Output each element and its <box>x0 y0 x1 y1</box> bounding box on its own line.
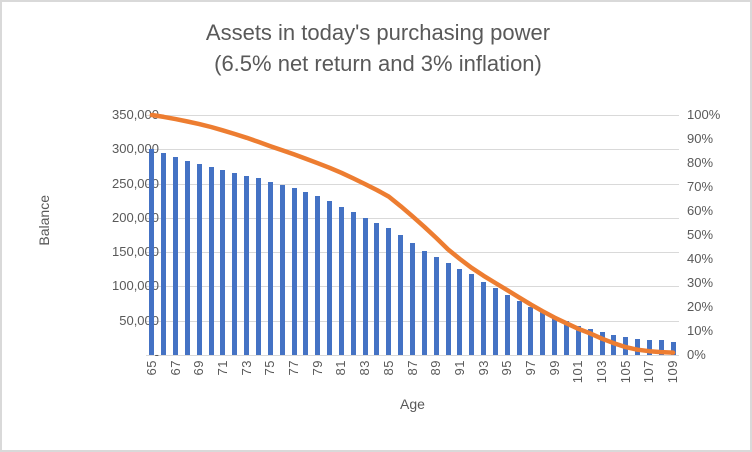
bar <box>256 178 262 355</box>
bar <box>149 149 155 355</box>
bar <box>315 196 321 355</box>
gridline <box>146 149 679 151</box>
x-axis-tick-label: 109 <box>665 360 681 384</box>
bar <box>327 200 333 355</box>
x-axis-tick-label: 83 <box>357 360 373 376</box>
right-axis-tick-label: 70% <box>687 179 714 194</box>
bar <box>469 274 475 355</box>
bar <box>196 163 202 355</box>
x-axis-tick-label: 65 <box>143 360 159 376</box>
bar <box>481 281 487 355</box>
bar <box>220 169 226 355</box>
bar <box>670 341 676 355</box>
bar <box>386 228 392 355</box>
x-axis-tick-label: 85 <box>380 360 396 376</box>
x-axis-title: Age <box>400 396 425 412</box>
right-axis-tick-label: 80% <box>687 155 714 170</box>
x-axis-tick-label: 95 <box>499 360 515 376</box>
bar <box>173 157 179 355</box>
x-axis-tick-label: 91 <box>451 360 467 376</box>
x-axis-tick-label: 77 <box>286 360 302 376</box>
x-axis-tick-label: 73 <box>238 360 254 376</box>
right-axis-tick-label: 10% <box>687 323 714 338</box>
left-axis-tick-label: 250,000 <box>112 175 159 191</box>
bar <box>563 321 569 355</box>
bar <box>291 188 297 355</box>
bar <box>540 312 546 355</box>
bar <box>611 335 617 355</box>
x-axis-tick-label: 81 <box>333 360 349 376</box>
bar <box>398 235 404 355</box>
gridline <box>146 217 679 219</box>
x-axis-tick-label: 97 <box>522 360 538 376</box>
right-axis-tick-label: 100% <box>687 107 721 122</box>
left-axis-tick-label: 300,000 <box>112 141 159 157</box>
left-axis-tick-label: 50,000 <box>119 312 159 328</box>
bar <box>421 250 427 355</box>
bar <box>646 340 652 355</box>
x-axis-tick-label: 89 <box>428 360 444 376</box>
bar <box>516 301 522 355</box>
chart-title: Assets in today's purchasing power (6.5%… <box>22 17 734 79</box>
right-axis-tick-label: 60% <box>687 203 714 218</box>
bar <box>599 332 605 355</box>
right-axis-tick-label: 50% <box>687 227 714 242</box>
bar <box>433 256 439 355</box>
right-axis-tick-label: 0% <box>687 347 706 362</box>
x-axis-tick-label: 101 <box>570 360 586 384</box>
right-axis-tick-label: 40% <box>687 251 714 266</box>
bar <box>374 222 380 355</box>
x-axis-tick-label: 71 <box>214 360 230 376</box>
left-axis-tick-label: 200,000 <box>112 209 159 225</box>
left-axis-tick-label: 350,000 <box>112 107 159 122</box>
bar <box>552 317 558 355</box>
bar <box>208 166 214 355</box>
x-axis-tick-label: 99 <box>546 360 562 376</box>
bar <box>623 337 629 355</box>
bar <box>184 160 190 355</box>
x-axis-tick-label: 107 <box>641 360 657 384</box>
bar <box>350 212 356 355</box>
gridline <box>146 183 679 185</box>
bar <box>457 268 463 355</box>
x-axis-line <box>146 355 679 356</box>
right-axis-tick-label: 20% <box>687 299 714 314</box>
left-axis-tick-label: 150,000 <box>112 244 159 260</box>
bar <box>232 172 238 355</box>
gridline <box>146 115 679 116</box>
bar <box>279 184 285 355</box>
bar <box>492 288 498 355</box>
bar <box>362 217 368 355</box>
bar <box>635 338 641 355</box>
bar <box>267 181 273 355</box>
x-axis-tick-label: 105 <box>617 360 633 384</box>
x-axis-tick-label: 75 <box>262 360 278 376</box>
bar <box>445 263 451 355</box>
bar <box>303 192 309 355</box>
bar <box>528 307 534 355</box>
bar <box>658 339 664 355</box>
bar <box>504 295 510 355</box>
bar <box>410 242 415 355</box>
x-axis-tick-label: 103 <box>594 360 609 384</box>
x-axis-tick-label: 67 <box>167 360 183 376</box>
left-axis-tick-label: 100,000 <box>112 278 159 294</box>
left-axis-title: Balance <box>36 195 52 246</box>
x-axis-tick-label: 87 <box>404 360 420 376</box>
bar <box>575 325 581 355</box>
x-axis-tick-label: 93 <box>475 360 491 376</box>
chart-title-line1: Assets in today's purchasing power <box>205 20 551 45</box>
x-axis-tick-label: 79 <box>309 360 325 376</box>
x-axis-tick-label: 69 <box>191 360 207 376</box>
bar <box>244 175 250 355</box>
right-axis-tick-label: 30% <box>687 275 714 290</box>
bar <box>161 153 167 355</box>
chart-title-line2: (6.5% net return and 3% inflation) <box>214 51 542 76</box>
bar <box>587 329 593 355</box>
bar <box>338 206 344 355</box>
right-axis-tick-label: 90% <box>687 131 714 146</box>
